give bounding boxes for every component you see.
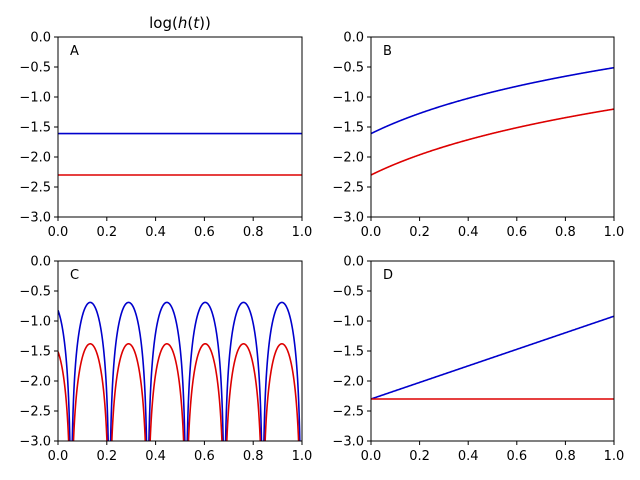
y-tick-label: −3.0 [332, 211, 364, 226]
x-tick-label: 0.8 [243, 449, 264, 464]
x-tick-label: 1.0 [604, 449, 625, 464]
x-tick-label: 0.0 [361, 449, 382, 464]
figure-title: log(h(t)) [149, 14, 211, 32]
x-tick-label: 0.2 [96, 225, 117, 240]
x-tick-label: 0.0 [48, 449, 69, 464]
y-tick-label: −3.0 [19, 435, 51, 450]
y-tick-label: −0.5 [19, 61, 51, 76]
x-tick-label: 0.4 [145, 225, 166, 240]
y-tick-label: 0.0 [30, 31, 51, 46]
x-tick-label: 0.0 [361, 225, 382, 240]
x-tick-label: 0.6 [194, 449, 215, 464]
subplot-a: 0.0 0.2 0.4 0.6 0.8 1.0 0.0 −0.5 −1.0 −1.5 −2.0 −2.… [19, 31, 312, 241]
subplot-grid: 0.0 0.2 0.4 0.6 0.8 1.0 0.0 −0.5 −1.0 −1.5 −2.0 −2.… [19, 31, 624, 465]
panel-label-b: B [383, 44, 392, 59]
x-tick-label: 0.4 [458, 449, 479, 464]
y-tick-label: 0.0 [30, 255, 51, 270]
x-tick-label: 1.0 [292, 225, 313, 240]
y-tick-label: −1.5 [19, 345, 51, 360]
x-tick-label: 0.8 [555, 225, 576, 240]
axes-frame-a [57, 36, 303, 218]
y-tick-label: −0.5 [332, 285, 364, 300]
series-red-c [58, 342, 300, 441]
x-tick-label: 0.0 [48, 225, 69, 240]
subplot-b: 0.0 0.2 0.4 0.6 0.8 1.0 0.0 −0.5 −1.0 −1.5 −2.0 −2.… [332, 31, 624, 241]
y-tick-label: −2.0 [332, 375, 364, 390]
y-tick-label: 0.0 [343, 255, 364, 270]
y-tick-label: −2.5 [332, 405, 364, 420]
panel-label-d: D [383, 268, 393, 283]
x-tick-label: 0.8 [555, 449, 576, 464]
x-tick-label: 1.0 [604, 225, 625, 240]
subplot-d: 0.0 0.2 0.4 0.6 0.8 1.0 0.0 −0.5 −1.0 −1.5 −2.0 −2.… [332, 255, 624, 465]
y-tick-label: −2.5 [332, 181, 364, 196]
series-blue-d [371, 315, 614, 400]
y-tick-label: −1.0 [19, 315, 51, 330]
y-tick-label: −0.5 [19, 285, 51, 300]
series-blue-b [371, 66, 614, 135]
y-tick-label: −3.0 [19, 211, 51, 226]
x-tick-label: 0.6 [194, 225, 215, 240]
y-tick-label: −1.0 [19, 91, 51, 106]
x-tick-label: 0.6 [506, 225, 527, 240]
axes-frame-d [370, 260, 615, 442]
x-tick-label: 0.4 [145, 449, 166, 464]
x-tick-label: 0.2 [96, 449, 117, 464]
x-tick-label: 0.8 [243, 225, 264, 240]
y-tick-label: −2.0 [332, 151, 364, 166]
y-tick-label: −2.0 [19, 151, 51, 166]
series-blue-c [58, 301, 301, 441]
y-tick-label: −2.5 [19, 181, 51, 196]
y-tick-label: −1.5 [19, 121, 51, 136]
y-tick-label: −2.5 [19, 405, 51, 420]
y-tick-label: −2.0 [19, 375, 51, 390]
panel-label-c: C [70, 268, 79, 283]
y-tick-label: −1.0 [332, 91, 364, 106]
x-tick-label: 0.2 [409, 449, 430, 464]
y-tick-label: −0.5 [332, 61, 364, 76]
series-red-b [371, 108, 614, 176]
panel-label-a: A [70, 44, 79, 59]
x-tick-label: 1.0 [292, 449, 313, 464]
y-tick-label: −3.0 [332, 435, 364, 450]
x-tick-label: 0.2 [409, 225, 430, 240]
axes-frame-b [370, 36, 615, 218]
y-tick-label: 0.0 [343, 31, 364, 46]
x-tick-label: 0.4 [458, 225, 479, 240]
x-tick-label: 0.6 [506, 449, 527, 464]
y-tick-label: −1.0 [332, 315, 364, 330]
y-tick-label: −1.5 [332, 121, 364, 136]
subplot-c: 0.0 0.2 0.4 0.6 0.8 1.0 0.0 −0.5 −1.0 −1.5 −2.0 −2.… [19, 255, 313, 465]
y-tick-label: −1.5 [332, 345, 364, 360]
